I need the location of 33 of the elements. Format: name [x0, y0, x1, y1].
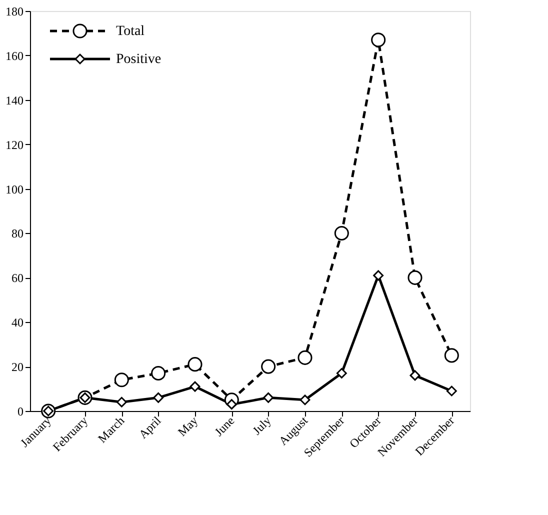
point [444, 348, 459, 363]
y-tick-label: 140 [6, 93, 24, 108]
y-tick-label: 80 [12, 226, 24, 241]
point [408, 270, 422, 285]
point [151, 366, 166, 380]
y-tick-label: 40 [12, 316, 24, 330]
point [116, 396, 127, 408]
y-tick-label: 120 [6, 138, 24, 152]
point [371, 32, 386, 48]
point [114, 372, 129, 388]
point [153, 392, 164, 403]
point [300, 394, 310, 406]
point [373, 270, 384, 281]
point [263, 392, 274, 403]
legend-label: Total [116, 24, 145, 39]
x-tick-label: July [250, 414, 274, 438]
legend-label: Positive [116, 52, 162, 67]
point [410, 370, 420, 381]
point [190, 381, 200, 392]
point [188, 357, 202, 372]
point [334, 226, 349, 240]
point [336, 368, 347, 378]
y-tick-label: 100 [6, 182, 24, 196]
y-tick-label: 60 [12, 271, 24, 286]
point [298, 350, 312, 365]
y-tick-label: 0 [18, 404, 24, 418]
point [261, 359, 276, 374]
x-tick-label: June [212, 414, 238, 440]
point [446, 386, 457, 396]
y-tick-label: 160 [6, 48, 24, 63]
x-tick-label: May [174, 414, 200, 440]
y-tick-label: 20 [12, 360, 24, 374]
y-tick-label: 180 [6, 4, 24, 18]
